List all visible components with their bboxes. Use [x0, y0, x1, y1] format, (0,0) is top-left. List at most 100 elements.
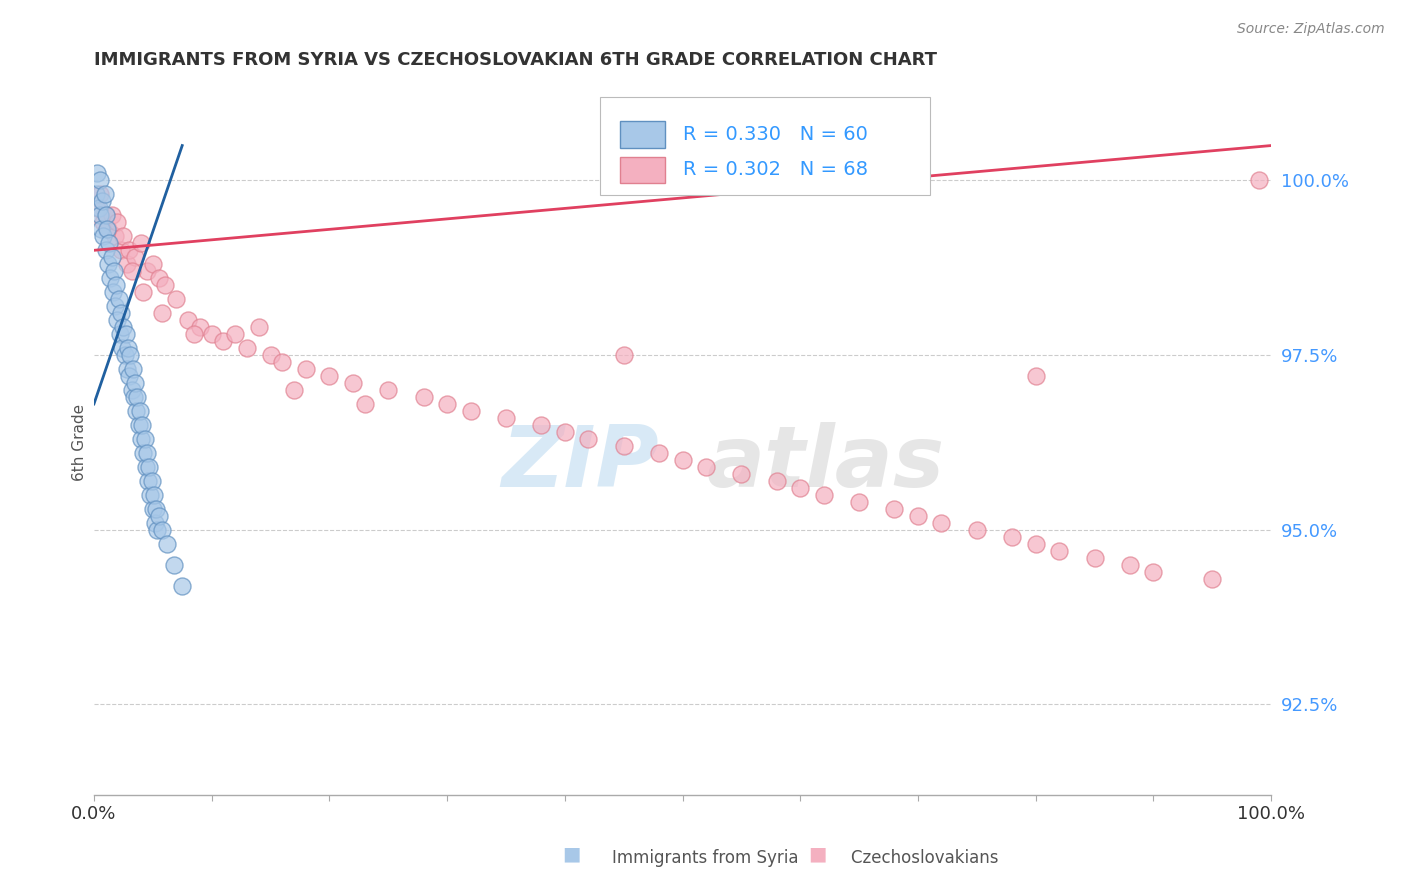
Point	[907, 508, 929, 523]
Text: Czechoslovakians: Czechoslovakians	[830, 849, 998, 867]
Point	[730, 467, 752, 481]
Point	[110, 306, 132, 320]
FancyBboxPatch shape	[600, 96, 929, 195]
Point	[100, 250, 122, 264]
Point	[141, 474, 163, 488]
Point	[1119, 558, 1142, 572]
Point	[146, 523, 169, 537]
Point	[118, 369, 141, 384]
Point	[100, 208, 122, 222]
Point	[139, 488, 162, 502]
Point	[554, 425, 576, 439]
Point	[115, 257, 138, 271]
Point	[271, 355, 294, 369]
Point	[188, 320, 211, 334]
Point	[183, 327, 205, 342]
Text: R = 0.330   N = 60: R = 0.330 N = 60	[682, 125, 868, 144]
Point	[143, 488, 166, 502]
Point	[105, 278, 128, 293]
Point	[121, 383, 143, 397]
Point	[342, 376, 364, 390]
Point	[97, 257, 120, 271]
Point	[129, 236, 152, 251]
Point	[460, 404, 482, 418]
Point	[112, 320, 135, 334]
Point	[1047, 543, 1070, 558]
Point	[412, 390, 434, 404]
Bar	[620, 157, 665, 184]
Point	[120, 348, 142, 362]
Point	[128, 404, 150, 418]
Point	[150, 523, 173, 537]
Point	[495, 411, 517, 425]
Point	[128, 417, 150, 432]
Point	[150, 306, 173, 320]
Point	[112, 229, 135, 244]
Point	[121, 264, 143, 278]
Point	[132, 285, 155, 300]
Point	[108, 327, 131, 342]
Point	[125, 404, 148, 418]
Point	[848, 494, 870, 508]
Point	[145, 501, 167, 516]
Point	[789, 481, 811, 495]
Point	[114, 348, 136, 362]
Point	[117, 341, 139, 355]
Point	[111, 341, 134, 355]
Point	[530, 417, 553, 432]
Point	[122, 390, 145, 404]
Text: IMMIGRANTS FROM SYRIA VS CZECHOSLOVAKIAN 6TH GRADE CORRELATION CHART: IMMIGRANTS FROM SYRIA VS CZECHOSLOVAKIAN…	[94, 51, 936, 69]
Point	[91, 194, 114, 209]
Y-axis label: 6th Grade: 6th Grade	[72, 404, 87, 481]
Point	[96, 222, 118, 236]
Point	[224, 327, 246, 342]
Point	[648, 446, 671, 460]
Point	[142, 501, 165, 516]
Text: Source: ZipAtlas.com: Source: ZipAtlas.com	[1237, 22, 1385, 37]
Point	[353, 397, 375, 411]
Point	[212, 334, 235, 348]
Point	[89, 187, 111, 202]
Point	[114, 327, 136, 342]
Point	[295, 362, 318, 376]
Point	[153, 278, 176, 293]
Point	[110, 244, 132, 258]
Point	[201, 327, 224, 342]
Point	[671, 453, 693, 467]
Point	[259, 348, 281, 362]
Point	[97, 222, 120, 236]
Point	[142, 257, 165, 271]
Point	[86, 202, 108, 216]
Point	[124, 376, 146, 390]
Point	[156, 536, 179, 550]
Point	[883, 501, 905, 516]
Point	[165, 292, 187, 306]
Point	[613, 439, 636, 453]
Point	[135, 459, 157, 474]
Point	[84, 187, 107, 202]
Text: ■: ■	[808, 845, 827, 863]
Text: ZIP: ZIP	[502, 422, 659, 505]
Point	[283, 383, 305, 397]
Point	[143, 516, 166, 530]
Text: R = 0.302   N = 68: R = 0.302 N = 68	[682, 160, 868, 179]
Point	[115, 362, 138, 376]
Point	[89, 208, 111, 222]
Point	[90, 222, 112, 236]
Point	[127, 390, 149, 404]
Point	[131, 417, 153, 432]
Point	[93, 187, 115, 202]
Point	[104, 299, 127, 313]
Point	[124, 250, 146, 264]
Point	[1201, 572, 1223, 586]
Point	[129, 432, 152, 446]
Text: ■: ■	[562, 845, 581, 863]
Point	[613, 348, 636, 362]
Point	[135, 446, 157, 460]
Point	[1083, 550, 1105, 565]
Point	[148, 271, 170, 285]
Point	[813, 488, 835, 502]
Point	[318, 369, 340, 384]
Point	[1025, 369, 1047, 384]
Point	[135, 264, 157, 278]
